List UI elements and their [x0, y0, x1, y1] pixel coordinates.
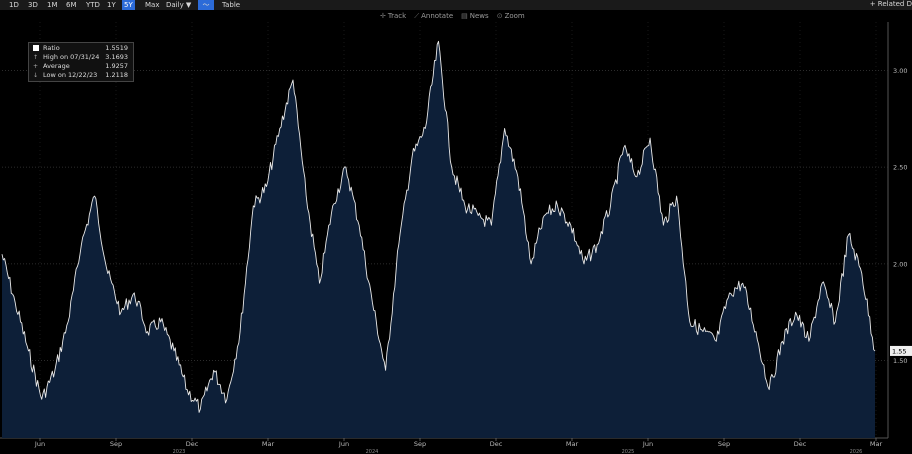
- range-button-max[interactable]: Max: [145, 1, 160, 9]
- x-tick-label: Jun: [642, 440, 653, 448]
- legend-row: ↓ Low on 12/22/23 1.2118: [32, 71, 130, 80]
- x-year-label: 2025: [622, 449, 635, 454]
- series-line-ratio: [1, 40, 876, 413]
- x-tick-label: Sep: [110, 440, 122, 448]
- related-data-button[interactable]: + Related D: [869, 0, 912, 8]
- tool-label: News: [469, 12, 489, 20]
- pencil-icon: ⟋: [414, 12, 420, 20]
- zoom-icon: ⊙: [496, 12, 503, 20]
- tool-zoom[interactable]: ⊙ Zoom: [497, 12, 525, 20]
- chart-toolbar: 1D 3D 1M 6M YTD 1Y 5Y Max Daily ▼ 〜 Table: [0, 0, 912, 10]
- table-button[interactable]: Table: [222, 1, 241, 9]
- x-year-label: 2023: [173, 449, 186, 454]
- range-button-ytd[interactable]: YTD: [86, 1, 100, 9]
- y-tick-label: 3.00: [893, 67, 907, 75]
- x-tick-label: Mar: [566, 440, 579, 448]
- x-tick-label: Jun: [338, 440, 349, 448]
- legend-value: 1.9257: [105, 62, 128, 70]
- range-button-5y[interactable]: 5Y: [122, 0, 135, 10]
- legend-symbol: ↑: [33, 54, 39, 61]
- x-tick-label: Sep: [718, 440, 730, 448]
- legend-swatch: [33, 45, 39, 51]
- legend-value: 1.5519: [105, 44, 128, 52]
- last-value-badge: [890, 345, 912, 356]
- tool-annotate[interactable]: ⟋ Annotate: [414, 12, 453, 20]
- x-tick-label: Dec: [794, 440, 807, 448]
- tool-label: Annotate: [421, 12, 454, 20]
- x-tick-label: Mar: [262, 440, 275, 448]
- legend-label: High on 07/31/24: [43, 53, 100, 61]
- legend-label: Low on 12/22/23: [43, 71, 98, 79]
- series-area-ratio: [2, 41, 875, 439]
- chart-legend: Ratio 1.5519 ↑ High on 07/31/24 3.1693 + Avera…: [28, 42, 134, 82]
- x-year-label: 2024: [366, 449, 379, 454]
- y-tick-label: 1.50: [893, 357, 907, 365]
- tool-news[interactable]: ▤ News: [461, 12, 489, 20]
- crosshair-icon: ✛: [380, 12, 386, 20]
- legend-symbol: +: [33, 63, 39, 70]
- legend-value: 3.1693: [105, 53, 128, 61]
- legend-row: + Average 1.9257: [32, 62, 130, 71]
- line-chart-icon[interactable]: 〜: [198, 0, 214, 10]
- range-button-3d[interactable]: 3D: [28, 1, 38, 9]
- x-tick-label: Mar: [870, 440, 883, 448]
- legend-value: 1.2118: [105, 71, 128, 79]
- tool-label: Zoom: [504, 12, 525, 20]
- y-tick-label: 2.00: [893, 260, 907, 268]
- last-value-label: 1.55: [892, 347, 906, 355]
- range-button-1m[interactable]: 1M: [47, 1, 58, 9]
- x-year-label: 2026: [850, 449, 863, 454]
- legend-symbol: ↓: [33, 72, 39, 79]
- range-button-1d[interactable]: 1D: [9, 1, 19, 9]
- range-button-1y[interactable]: 1Y: [107, 1, 116, 9]
- legend-label: Average: [43, 62, 70, 70]
- x-tick-label: Dec: [490, 440, 503, 448]
- frequency-dropdown[interactable]: Daily ▼: [166, 1, 192, 9]
- range-button-6m[interactable]: 6M: [66, 1, 77, 9]
- x-tick-label: Jun: [34, 440, 45, 448]
- tool-track[interactable]: ✛ Track: [380, 12, 406, 20]
- x-tick-label: Dec: [186, 440, 199, 448]
- legend-row: ↑ High on 07/31/24 3.1693: [32, 53, 130, 62]
- news-icon: ▤: [461, 12, 468, 20]
- legend-label: Ratio: [43, 44, 60, 52]
- legend-row: Ratio 1.5519: [32, 44, 130, 53]
- x-tick-label: Sep: [414, 440, 426, 448]
- y-tick-label: 2.50: [893, 164, 907, 172]
- tool-label: Track: [387, 12, 407, 20]
- chart-tools: ✛ Track ⟋ Annotate ▤ News ⊙ Zoom: [380, 11, 533, 21]
